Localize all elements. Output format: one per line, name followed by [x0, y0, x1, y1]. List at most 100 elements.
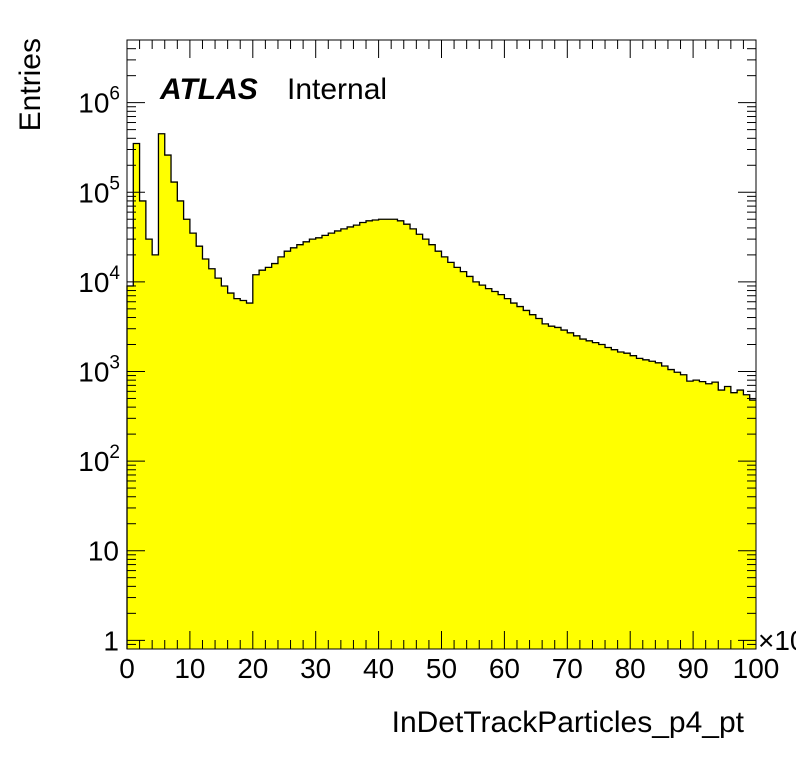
histogram-bin — [334, 230, 342, 649]
histogram-bin — [366, 220, 373, 649]
histogram-bin — [359, 222, 367, 650]
histogram-bin — [605, 347, 612, 649]
histogram-bin — [485, 288, 493, 649]
histogram-bin — [711, 382, 719, 649]
x-tick-label: 90 — [678, 653, 709, 684]
atlas-label: ATLAS — [159, 73, 258, 106]
histogram-bin — [328, 233, 335, 649]
histogram-bin — [579, 339, 587, 649]
histogram-bin — [573, 335, 581, 649]
histogram-bin — [542, 323, 549, 649]
histogram-bin — [510, 303, 518, 649]
histogram-bin — [472, 281, 480, 649]
histogram-bin — [529, 314, 537, 649]
histogram-bin — [516, 306, 524, 649]
histogram-bin — [567, 332, 574, 649]
histogram-bin — [416, 234, 424, 649]
histogram-bin — [189, 233, 197, 649]
histogram-bin — [630, 355, 637, 649]
histogram-bin — [133, 143, 140, 649]
histogram-bin — [152, 254, 159, 649]
histogram-layer — [126, 133, 757, 650]
histogram-bin — [749, 400, 757, 649]
histogram-bin — [227, 293, 235, 649]
histogram-bin — [177, 200, 185, 650]
histogram-bin — [271, 263, 279, 649]
histogram-bin — [164, 155, 172, 650]
histogram-bin — [454, 267, 461, 649]
histogram-bin — [548, 326, 556, 649]
histogram-bin — [479, 285, 486, 649]
histogram-bin — [498, 294, 505, 649]
histogram-bin — [303, 241, 310, 650]
x-axis-label: InDetTrackParticles_p4_pt — [392, 706, 745, 739]
histogram-bin — [598, 344, 606, 649]
histogram-bin — [667, 369, 675, 649]
histogram-bin — [693, 380, 700, 649]
y-tick-label: 102 — [78, 442, 120, 477]
histogram-bin — [290, 247, 298, 649]
y-tick-label: 10 — [88, 536, 119, 567]
histogram-bin — [422, 239, 430, 649]
histogram-bin — [145, 239, 153, 649]
histogram-bin — [699, 381, 707, 649]
histogram-bin — [743, 394, 751, 649]
x-tick-label: 80 — [615, 653, 646, 684]
histogram-bin — [139, 200, 147, 650]
histogram-bin — [296, 244, 304, 649]
histogram-outline — [126, 133, 756, 649]
histogram-bin — [240, 300, 247, 649]
histogram-bin — [586, 340, 593, 649]
histogram-bin — [215, 278, 222, 649]
histogram-bin — [705, 383, 713, 649]
plot-frame — [126, 39, 757, 650]
histogram-bin — [246, 303, 254, 649]
histogram-bin — [447, 262, 455, 649]
x-tick-label: 60 — [489, 653, 520, 684]
histogram-bin — [397, 220, 405, 649]
histogram-bin — [730, 392, 738, 649]
histogram-bin — [347, 226, 354, 649]
histogram-bin — [284, 251, 291, 649]
x-tick-label: 30 — [300, 653, 331, 684]
x-tick-label: 50 — [426, 653, 457, 684]
histogram-bin — [321, 235, 329, 649]
histogram-bin — [208, 268, 216, 649]
axis-ticks — [126, 39, 757, 650]
histogram-bin — [466, 276, 474, 649]
histogram-bin — [561, 330, 568, 649]
histogram-bin — [384, 219, 392, 649]
histogram-bin — [523, 310, 530, 649]
histogram-bin — [623, 353, 631, 649]
x-tick-label: 70 — [552, 653, 583, 684]
histogram-bin — [491, 291, 499, 649]
histogram-bin — [655, 362, 663, 649]
y-axis-label: Entries — [14, 38, 47, 131]
histogram-bin — [686, 381, 694, 649]
histogram-bin — [252, 274, 260, 649]
x-axis-multiplier: ×10 — [758, 625, 796, 656]
histogram-bin — [410, 228, 417, 649]
y-tick-label: 103 — [78, 352, 120, 387]
histogram-bin — [737, 390, 744, 649]
x-tick-label: 0 — [119, 653, 135, 684]
histogram-bin — [535, 318, 543, 649]
histogram-bin — [183, 219, 191, 649]
histogram-bin — [617, 351, 625, 649]
histogram-bin — [340, 228, 348, 649]
histogram-bin — [724, 386, 732, 649]
histogram-bin — [233, 298, 241, 649]
histogram-bin — [127, 285, 134, 649]
histogram-bin — [277, 256, 285, 649]
y-tick-label: 105 — [78, 173, 120, 208]
histogram-bin — [158, 133, 166, 649]
y-tick-label: 1 — [103, 625, 119, 656]
y-tick-label: 104 — [78, 263, 120, 298]
histogram-bin — [403, 224, 411, 649]
histogram-bin — [378, 219, 386, 649]
histogram-bin — [309, 239, 317, 649]
histogram-bin — [259, 270, 266, 649]
histogram-bin — [265, 267, 273, 649]
